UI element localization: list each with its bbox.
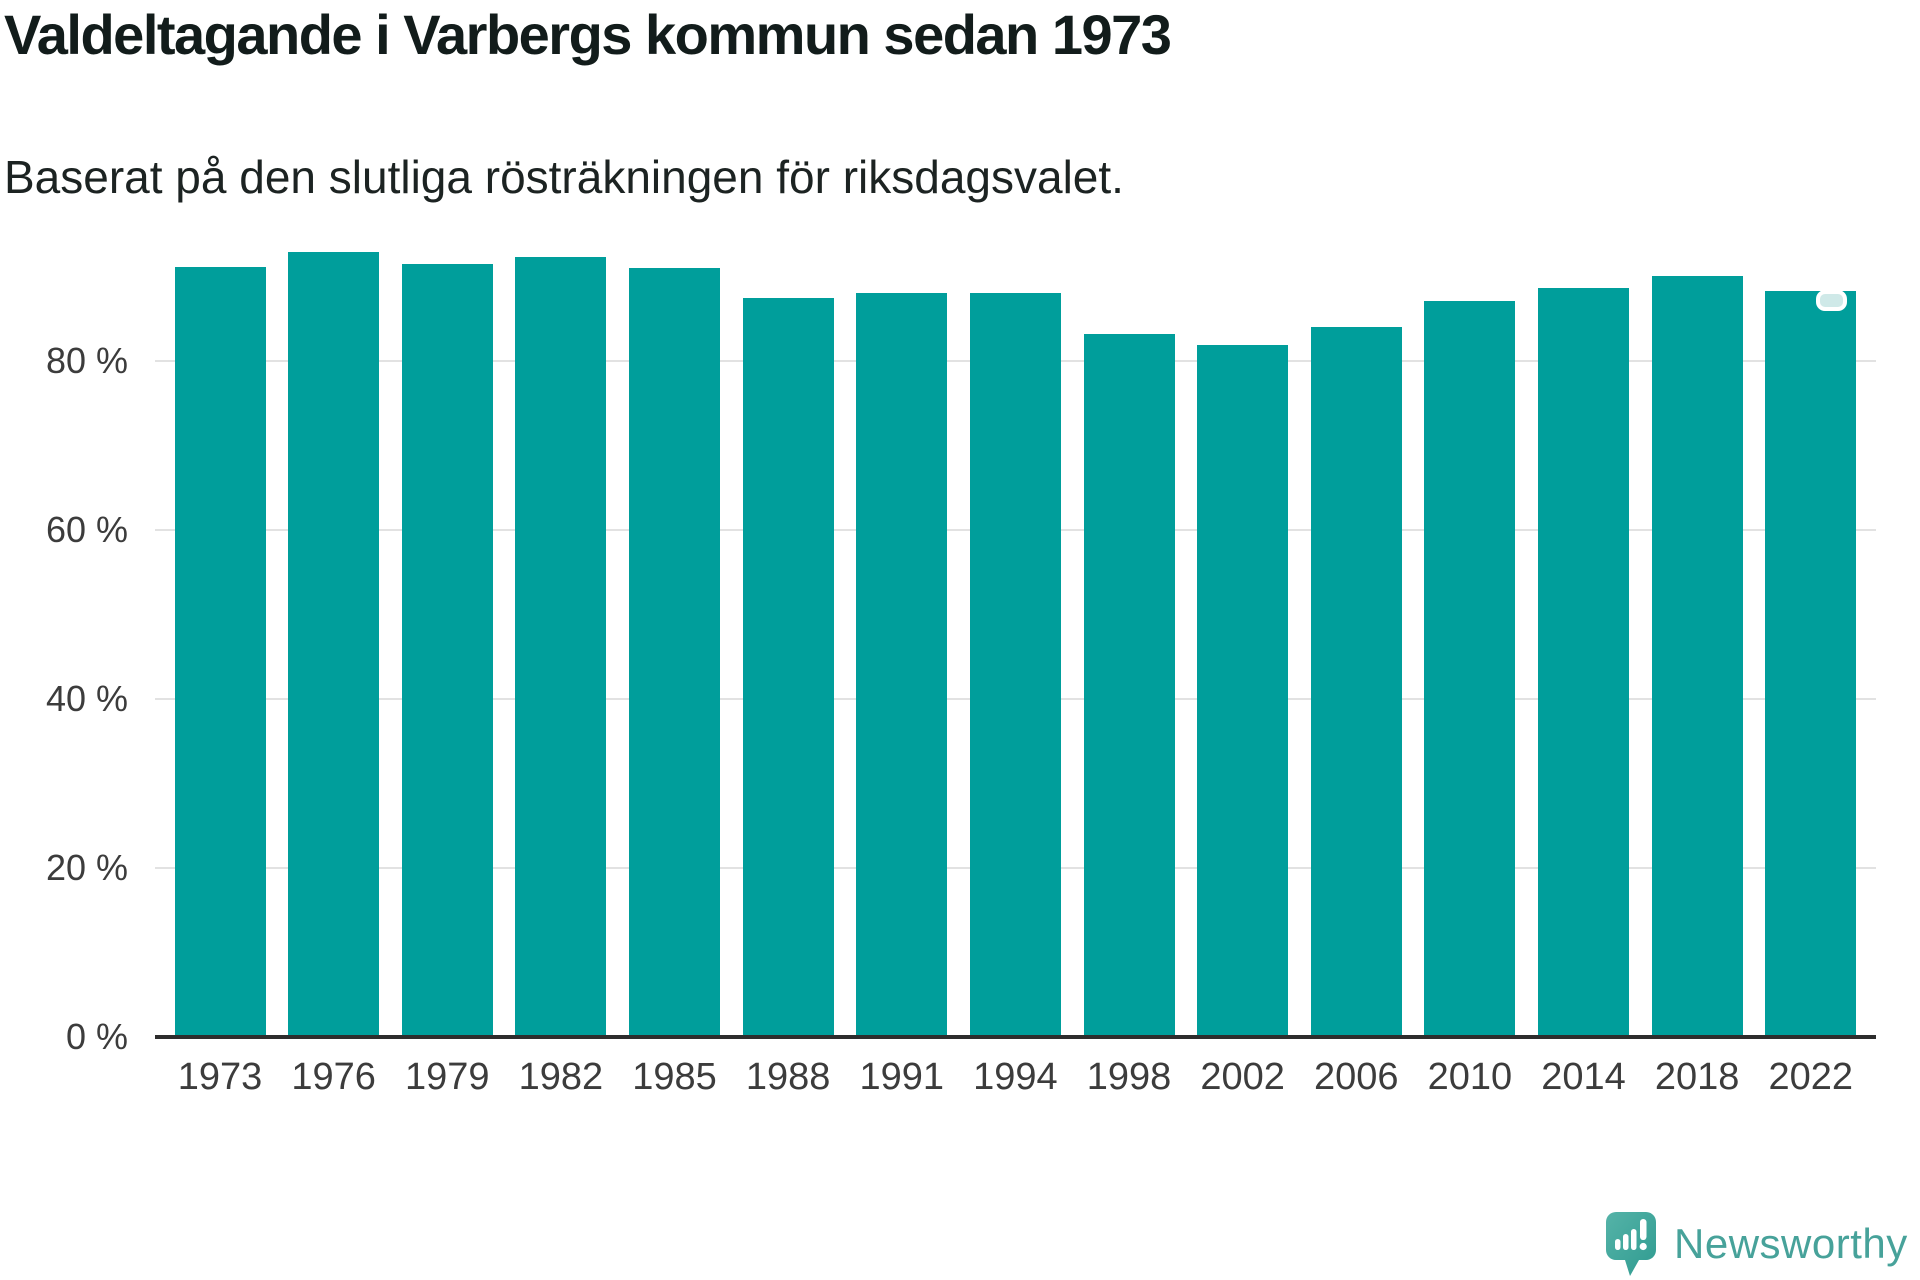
bar-2014[interactable]	[1538, 288, 1630, 1037]
bar-1998[interactable]	[1083, 333, 1175, 1037]
bar-2022[interactable]	[1765, 290, 1857, 1037]
bar-1988[interactable]	[742, 298, 834, 1037]
x-axis-label-1976: 1976	[291, 1056, 376, 1098]
x-axis-label-1991: 1991	[859, 1056, 945, 1098]
x-axis-label-2014: 2014	[1541, 1056, 1626, 1098]
x-axis-label-1979: 1979	[404, 1056, 490, 1098]
chart-subtitle: Baserat på den slutliga rösträkningen fö…	[4, 151, 1124, 203]
y-axis-label-80: 80 %	[45, 340, 128, 381]
bar-1982[interactable]	[515, 257, 607, 1037]
x-axis-label-2022: 2022	[1768, 1056, 1854, 1098]
newsworthy-logo: Newsworthy	[1606, 1212, 1908, 1276]
bar-1973[interactable]	[174, 267, 266, 1037]
y-axis-label-20: 20 %	[45, 847, 128, 888]
x-axis-label-1998: 1998	[1086, 1056, 1172, 1098]
logo-bar-large	[1631, 1229, 1637, 1250]
logo-exclamation-stem	[1640, 1219, 1647, 1240]
x-axis-label-1985: 1985	[632, 1056, 717, 1098]
bar-1991[interactable]	[856, 292, 948, 1037]
logo-bar-medium	[1623, 1234, 1629, 1250]
x-axis-line	[155, 1035, 1876, 1039]
bar-1994[interactable]	[969, 292, 1061, 1037]
newsworthy-logo-text: Newsworthy	[1674, 1220, 1908, 1267]
x-axis-label-1982: 1982	[518, 1056, 604, 1098]
bar-1976[interactable]	[288, 251, 380, 1037]
newsworthy-logo-icon	[1606, 1212, 1656, 1276]
latest-bar-marker	[1816, 289, 1848, 311]
x-axis-label-1973: 1973	[177, 1056, 263, 1098]
logo-exclamation-dot	[1639, 1242, 1647, 1251]
x-axis-label-1994: 1994	[973, 1056, 1058, 1098]
x-axis-label-2002: 2002	[1200, 1056, 1285, 1098]
y-axis-label-60: 60 %	[45, 509, 128, 550]
x-axis-label-2006: 2006	[1314, 1056, 1399, 1098]
bar-2018[interactable]	[1651, 275, 1743, 1037]
y-axis-label-40: 40 %	[45, 678, 128, 719]
x-axis-label-1988: 1988	[745, 1056, 831, 1098]
bar-2002[interactable]	[1197, 344, 1289, 1037]
chart-title: Valdeltagande i Varbergs kommun sedan 19…	[4, 3, 1172, 66]
bar-1985[interactable]	[629, 268, 721, 1037]
logo-bar-small	[1615, 1239, 1621, 1250]
bar-2006[interactable]	[1310, 327, 1402, 1037]
x-axis-label-2010: 2010	[1427, 1056, 1513, 1098]
x-axis-label-2018: 2018	[1654, 1056, 1740, 1098]
bar-2010[interactable]	[1424, 301, 1516, 1037]
y-axis-label-0: 0 %	[65, 1016, 128, 1057]
bar-1979[interactable]	[401, 263, 493, 1037]
